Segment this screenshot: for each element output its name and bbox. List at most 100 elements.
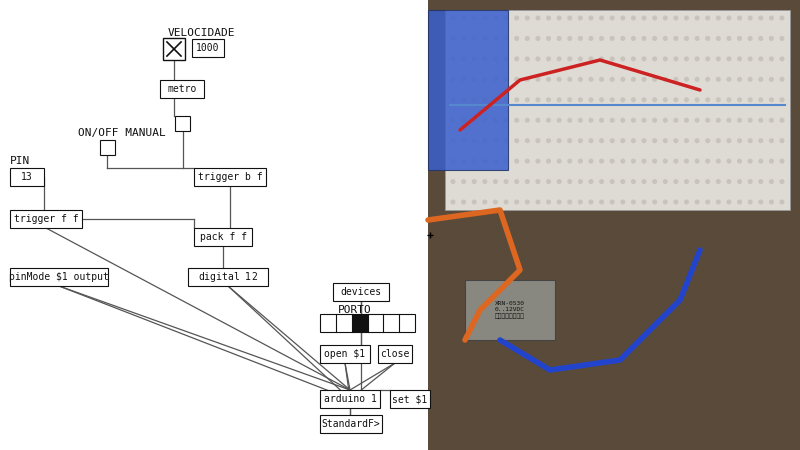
Circle shape xyxy=(610,77,614,81)
Circle shape xyxy=(759,118,762,122)
Circle shape xyxy=(674,200,678,204)
Circle shape xyxy=(515,98,518,102)
Circle shape xyxy=(462,139,466,143)
Circle shape xyxy=(663,139,667,143)
Circle shape xyxy=(473,98,476,102)
Circle shape xyxy=(717,200,720,204)
Circle shape xyxy=(695,139,699,143)
Circle shape xyxy=(578,200,582,204)
Circle shape xyxy=(685,57,688,61)
Circle shape xyxy=(642,57,646,61)
Circle shape xyxy=(483,200,486,204)
Circle shape xyxy=(685,159,688,163)
Circle shape xyxy=(526,16,529,20)
Circle shape xyxy=(759,200,762,204)
Circle shape xyxy=(717,98,720,102)
Circle shape xyxy=(770,36,773,40)
Circle shape xyxy=(717,36,720,40)
Circle shape xyxy=(589,98,593,102)
Circle shape xyxy=(515,77,518,81)
Circle shape xyxy=(685,139,688,143)
Circle shape xyxy=(653,200,657,204)
Circle shape xyxy=(748,139,752,143)
Circle shape xyxy=(727,16,730,20)
Circle shape xyxy=(685,200,688,204)
Circle shape xyxy=(558,200,561,204)
Circle shape xyxy=(578,139,582,143)
Circle shape xyxy=(546,36,550,40)
Circle shape xyxy=(558,180,561,183)
Circle shape xyxy=(738,77,742,81)
Circle shape xyxy=(568,98,571,102)
Circle shape xyxy=(748,159,752,163)
Circle shape xyxy=(494,180,498,183)
Circle shape xyxy=(589,77,593,81)
Circle shape xyxy=(621,57,625,61)
Circle shape xyxy=(504,159,508,163)
Circle shape xyxy=(685,180,688,183)
Circle shape xyxy=(483,77,486,81)
Circle shape xyxy=(685,16,688,20)
Bar xyxy=(390,390,430,408)
Circle shape xyxy=(695,118,699,122)
Circle shape xyxy=(770,77,773,81)
Bar xyxy=(352,314,367,332)
Circle shape xyxy=(653,139,657,143)
Circle shape xyxy=(632,139,635,143)
Circle shape xyxy=(663,159,667,163)
Circle shape xyxy=(653,118,657,122)
Circle shape xyxy=(473,180,476,183)
Circle shape xyxy=(589,159,593,163)
Circle shape xyxy=(515,118,518,122)
Text: PIN: PIN xyxy=(10,156,30,166)
Circle shape xyxy=(642,118,646,122)
Text: VELOCIDADE: VELOCIDADE xyxy=(168,28,235,38)
Circle shape xyxy=(600,98,603,102)
Circle shape xyxy=(536,77,540,81)
Circle shape xyxy=(780,118,784,122)
Circle shape xyxy=(494,16,498,20)
Circle shape xyxy=(717,57,720,61)
Circle shape xyxy=(780,159,784,163)
Circle shape xyxy=(610,16,614,20)
Bar xyxy=(333,283,389,301)
Circle shape xyxy=(727,139,730,143)
Circle shape xyxy=(578,16,582,20)
Circle shape xyxy=(578,159,582,163)
Circle shape xyxy=(462,77,466,81)
Circle shape xyxy=(462,200,466,204)
Circle shape xyxy=(600,200,603,204)
Text: pack f f: pack f f xyxy=(199,232,246,242)
Bar xyxy=(10,168,44,186)
Text: devices: devices xyxy=(341,287,382,297)
Circle shape xyxy=(568,159,571,163)
Circle shape xyxy=(451,118,454,122)
Circle shape xyxy=(632,57,635,61)
Circle shape xyxy=(462,98,466,102)
Circle shape xyxy=(568,16,571,20)
Circle shape xyxy=(589,200,593,204)
Circle shape xyxy=(494,36,498,40)
Circle shape xyxy=(536,159,540,163)
Circle shape xyxy=(504,200,508,204)
Circle shape xyxy=(738,57,742,61)
Circle shape xyxy=(546,200,550,204)
Circle shape xyxy=(546,180,550,183)
Circle shape xyxy=(568,200,571,204)
Circle shape xyxy=(451,77,454,81)
Circle shape xyxy=(738,159,742,163)
Circle shape xyxy=(717,180,720,183)
Circle shape xyxy=(738,16,742,20)
Circle shape xyxy=(770,16,773,20)
Circle shape xyxy=(536,180,540,183)
Circle shape xyxy=(738,139,742,143)
Bar xyxy=(10,210,82,228)
Circle shape xyxy=(578,98,582,102)
Circle shape xyxy=(483,16,486,20)
Bar xyxy=(378,345,412,363)
Circle shape xyxy=(494,139,498,143)
Bar xyxy=(428,0,800,450)
Circle shape xyxy=(504,57,508,61)
Circle shape xyxy=(610,57,614,61)
Circle shape xyxy=(748,98,752,102)
